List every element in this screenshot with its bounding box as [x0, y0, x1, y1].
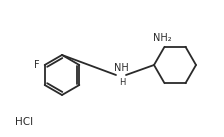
Text: H: H — [119, 78, 125, 87]
Text: HCl: HCl — [15, 117, 33, 127]
Text: NH₂: NH₂ — [153, 33, 172, 43]
Text: NH: NH — [114, 63, 128, 73]
Text: F: F — [34, 60, 40, 70]
